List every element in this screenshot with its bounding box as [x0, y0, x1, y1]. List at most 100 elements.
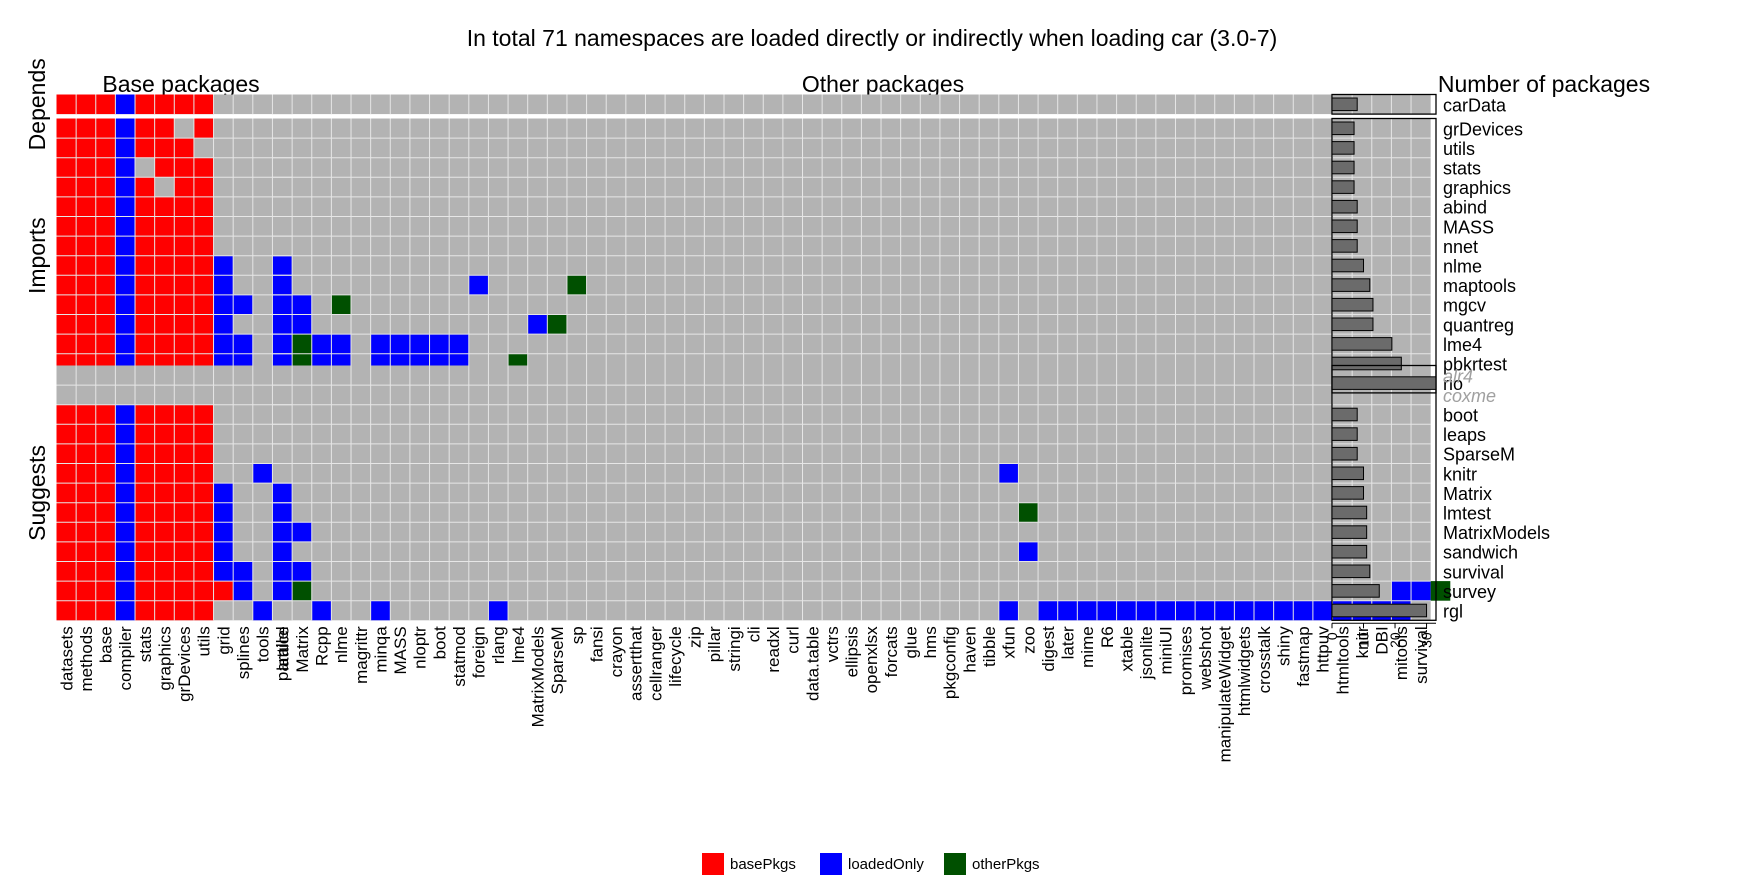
count-bar — [1331, 564, 1371, 579]
column-label: promises — [1176, 626, 1195, 695]
bar-axis-tick-label: 10 — [1356, 632, 1372, 648]
heatmap-cell — [193, 443, 214, 464]
column-label: assertthat — [627, 626, 646, 701]
heatmap-cell — [193, 561, 214, 582]
heatmap-cell — [193, 581, 214, 601]
heatmap-cell — [56, 216, 77, 237]
heatmap-cell — [174, 404, 194, 425]
heatmap-cell — [468, 275, 489, 295]
heatmap-cell — [56, 522, 77, 542]
heatmap-cell — [154, 216, 175, 237]
column-label: grid — [214, 626, 233, 654]
column-label: fastmap — [1294, 626, 1313, 686]
heatmap-cell — [135, 275, 155, 295]
heatmap-cell — [272, 314, 293, 335]
legend-label: otherPkgs — [972, 856, 1040, 873]
heatmap-cell — [272, 502, 293, 523]
heatmap-cell — [193, 522, 214, 542]
heatmap-cell — [154, 255, 175, 276]
column-label: MASS — [391, 626, 410, 674]
count-bar — [1331, 466, 1365, 481]
row-label: boot — [1443, 406, 1478, 426]
heatmap-cell — [1077, 600, 1097, 621]
column-labels: datasets methods base compiler stats graphics… — [57, 626, 1431, 763]
column-label: miniUI — [1157, 626, 1176, 674]
heatmap-cell — [233, 294, 253, 315]
heatmap-cell — [95, 196, 116, 217]
row-label: stats — [1443, 159, 1481, 179]
column-label: vctrs — [823, 626, 842, 662]
heatmap-cell — [135, 424, 155, 444]
heatmap-cell — [193, 483, 214, 503]
bar-axis-tick-label: 0 — [1324, 632, 1340, 640]
count-bar — [1331, 180, 1355, 194]
row-label: nlme — [1443, 257, 1482, 277]
heatmap-cell — [193, 334, 214, 354]
heatmap-cell — [1411, 581, 1431, 601]
column-label: zoo — [1019, 626, 1038, 653]
heatmap-cell — [272, 522, 293, 542]
column-label: hms — [921, 626, 940, 658]
heatmap-cell — [56, 502, 77, 523]
heatmap-cell — [1116, 600, 1137, 621]
heatmap-cell — [76, 581, 96, 601]
heatmap-cell — [95, 236, 116, 256]
heatmap-cell — [370, 334, 391, 354]
count-bar — [1331, 141, 1355, 155]
column-label: forcats — [882, 626, 901, 677]
count-bar — [1331, 427, 1358, 441]
heatmap-cell — [174, 314, 194, 335]
heatmap-cell — [135, 404, 155, 425]
row-label: rgl — [1443, 602, 1463, 622]
heatmap-cell — [76, 94, 96, 115]
row-label: maptools — [1443, 276, 1516, 296]
heatmap-cell — [56, 177, 77, 197]
heatmap-cell — [213, 255, 234, 276]
column-label: datasets — [57, 626, 76, 690]
heatmap-cell — [95, 294, 116, 315]
heatmap-cell — [193, 177, 214, 197]
row-label: knitr — [1443, 464, 1477, 484]
column-label: mitools — [1392, 626, 1411, 680]
column-label: digest — [1039, 626, 1058, 672]
column-label: httpuv — [1314, 626, 1333, 673]
heatmap-cell — [193, 94, 214, 115]
heatmap-cell — [409, 334, 430, 354]
count-bar — [1331, 337, 1393, 351]
heatmap-cell — [213, 581, 234, 601]
column-label: lattice — [273, 626, 292, 670]
heatmap-cell — [174, 138, 194, 158]
row-label: quantreg — [1443, 315, 1514, 335]
row-label: sandwich — [1443, 543, 1518, 563]
heatmap-cell — [56, 196, 77, 217]
heatmap-cell — [135, 502, 155, 523]
heatmap-cell — [56, 424, 77, 444]
heatmap-cell — [76, 314, 96, 335]
row-label: carData — [1443, 95, 1507, 115]
heatmap-cell — [193, 314, 214, 335]
column-label: compiler — [116, 626, 135, 691]
other-packages-header: Other packages — [802, 71, 964, 97]
row-label: SparseM — [1443, 445, 1515, 465]
count-bar — [1331, 278, 1371, 292]
heatmap-cell — [1038, 600, 1058, 621]
heatmap-cell — [272, 581, 293, 601]
heatmap-cell — [56, 561, 77, 582]
column-label: xtable — [1117, 626, 1136, 671]
heatmap-cell — [135, 443, 155, 464]
heatmap-cell — [1273, 600, 1294, 621]
heatmap-cell — [135, 118, 155, 139]
row-label: Matrix — [1443, 484, 1492, 504]
heatmap-cell — [174, 334, 194, 354]
legend-swatch — [820, 853, 842, 875]
heatmap-cell — [292, 581, 312, 601]
heatmap-cell — [95, 118, 116, 139]
heatmap-cell — [154, 502, 175, 523]
heatmap-cell — [135, 216, 155, 237]
heatmap-cell — [154, 581, 175, 601]
heatmap-cell — [154, 334, 175, 354]
heatmap-cell — [213, 522, 234, 542]
column-label: Rcpp — [313, 626, 332, 666]
heatmap-cell — [1057, 600, 1078, 621]
